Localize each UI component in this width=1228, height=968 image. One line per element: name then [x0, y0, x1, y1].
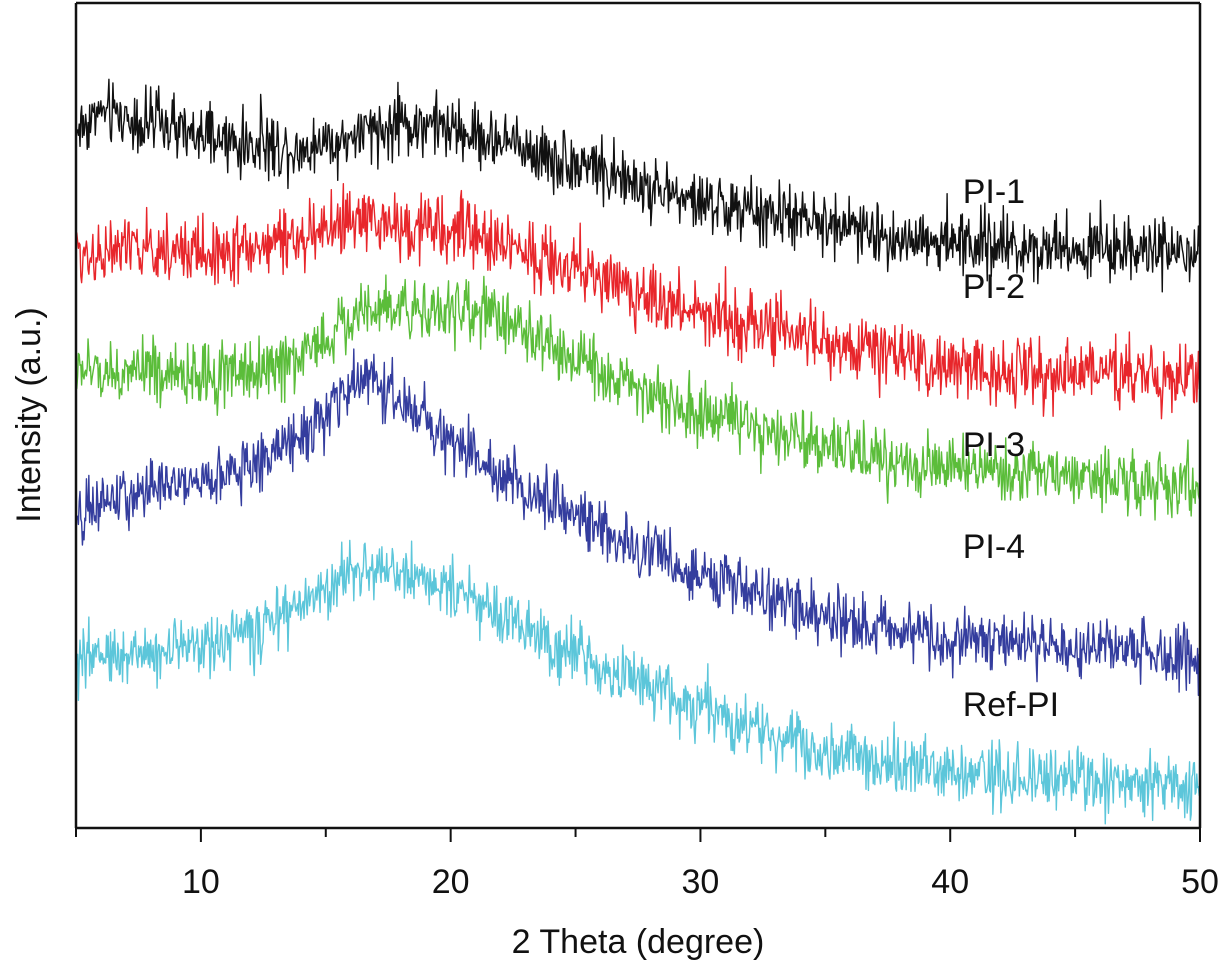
series-line-pi-1 [75, 78, 1201, 293]
series-label-pi-3: PI-3 [963, 426, 1025, 464]
plot-frame [74, 1, 1202, 830]
x-axis-ticks [75, 828, 1201, 842]
series-label-pi-1: PI-1 [963, 173, 1025, 211]
series-label-pi-4: PI-4 [963, 528, 1025, 566]
x-tick-label: 20 [432, 863, 470, 901]
series-line-pi-4 [75, 348, 1201, 697]
series-line-pi-2 [75, 183, 1201, 420]
x-tick-label: 30 [682, 863, 720, 901]
series-labels: PI-1 PI-2 PI-3 PI-4 Ref-PI [963, 173, 1059, 724]
x-axis-title: 2 Theta (degree) [512, 923, 765, 961]
series-label-ref-pi: Ref-PI [963, 686, 1059, 724]
series-label-pi-2: PI-2 [963, 268, 1025, 306]
x-tick-label: 40 [931, 863, 969, 901]
x-tick-label: 50 [1181, 863, 1219, 901]
x-tick-label: 10 [182, 863, 220, 901]
series-line-pi-3 [75, 274, 1201, 521]
y-axis-title: Intensity (a.u.) [10, 307, 48, 522]
series-line-ref-pi [75, 539, 1201, 825]
series-layer [75, 78, 1201, 825]
x-axis-tick-labels: 10 20 30 40 50 [182, 863, 1219, 901]
